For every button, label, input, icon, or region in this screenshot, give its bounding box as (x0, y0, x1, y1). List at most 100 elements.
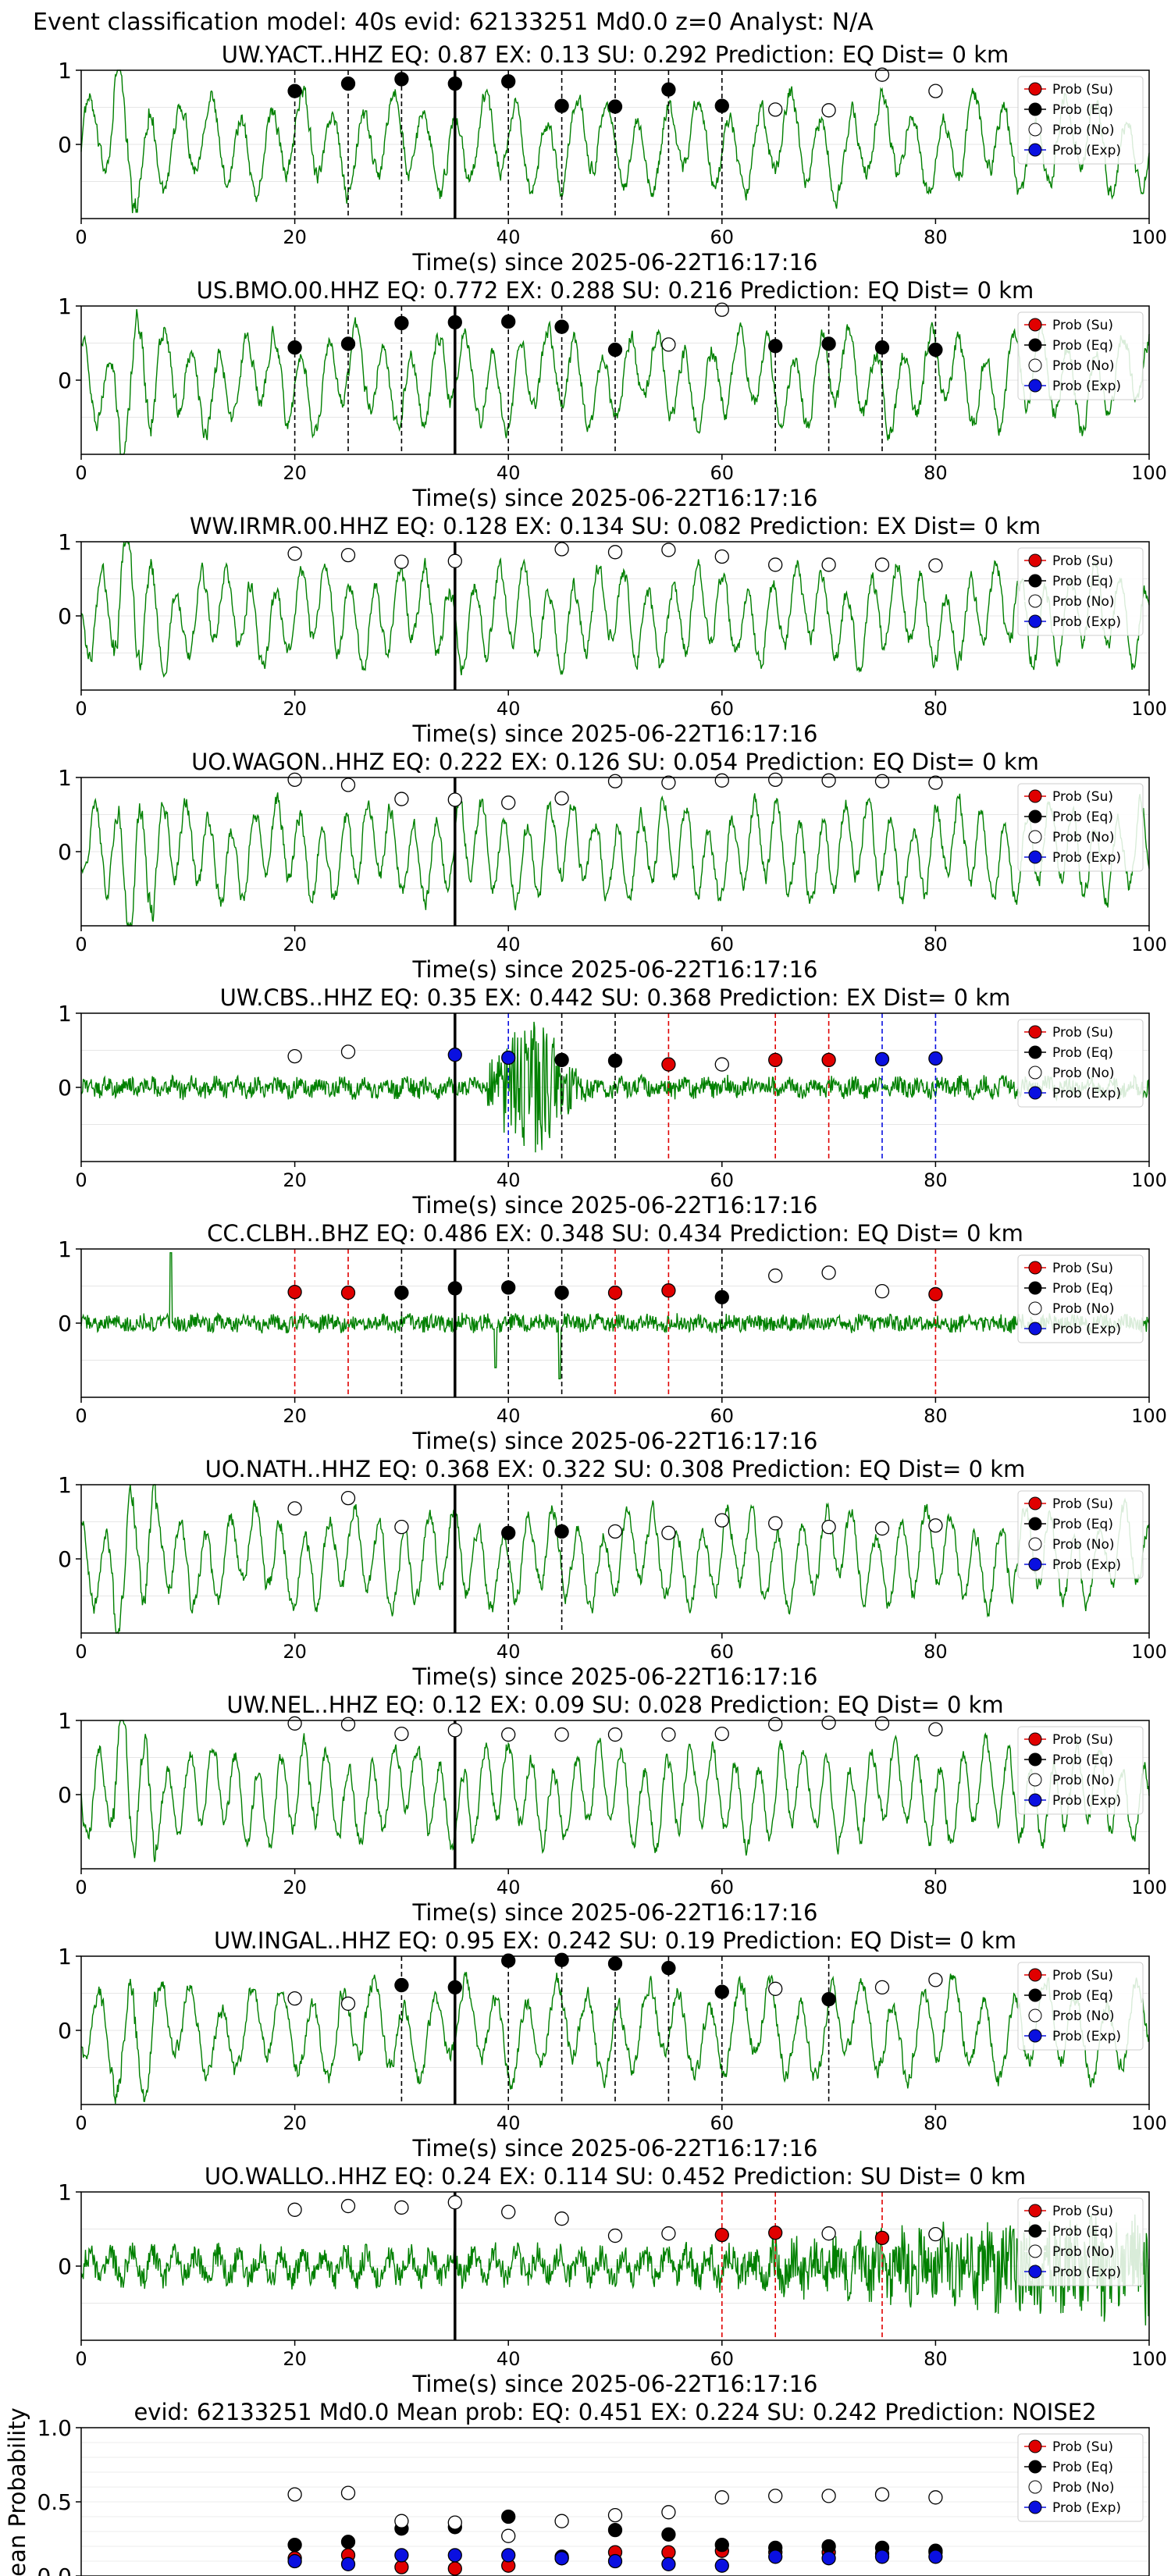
x-tick-label: 20 (283, 934, 307, 955)
prob-marker-no (394, 1726, 409, 1742)
legend: Prob (Su) Prob (Eq) Prob (No) Prob (Exp) (1017, 1490, 1144, 1579)
mean-prob-point-no (607, 2507, 623, 2523)
legend-label: Prob (Eq) (1052, 2460, 1113, 2475)
prob-marker-eq (607, 1053, 623, 1068)
mean-prob-point-eq (607, 2522, 623, 2538)
legend-box (1017, 311, 1144, 400)
x-axis-label: Time(s) since 2025-06-22T16:17:16 (412, 1899, 818, 1926)
legend-box (1017, 547, 1144, 636)
prob-marker-no (821, 103, 836, 118)
x-tick-label: 80 (924, 2348, 948, 2370)
panel-1: 0 20 40 60 80 100 0 1 Prob (Su) Prob (Eq) Prob (No… (58, 41, 1167, 276)
prob-marker-no (501, 2204, 516, 2219)
mean-prob-point-eq (501, 2509, 516, 2524)
legend-marker-su (1028, 2204, 1042, 2218)
legend-marker-no (1028, 1066, 1042, 1080)
prob-marker-no (714, 302, 729, 317)
legend-label: Prob (No) (1052, 123, 1115, 138)
x-tick-label: 60 (710, 2112, 735, 2134)
prob-marker-no (340, 547, 356, 563)
legend-label: Prob (No) (1052, 1301, 1115, 1317)
prob-marker-no (928, 1518, 943, 1533)
prob-marker-exp (501, 1050, 516, 1066)
x-tick-label: 60 (710, 1169, 735, 1191)
prob-marker-no (447, 553, 462, 568)
prob-marker-no (928, 1722, 943, 1737)
panel-title: US.BMO.00.HHZ EQ: 0.772 EX: 0.288 SU: 0.… (197, 277, 1034, 304)
x-axis-label: Time(s) since 2025-06-22T16:17:16 (412, 1192, 818, 1219)
prob-marker-no (768, 557, 783, 572)
prob-marker-eq (661, 1961, 676, 1976)
mean-prob-point-exp (447, 2548, 462, 2563)
x-tick-label: 0 (75, 1877, 87, 1898)
prob-marker-su (287, 1284, 302, 1300)
legend-marker-su (1028, 82, 1042, 96)
x-tick-label: 80 (924, 2112, 948, 2134)
legend-marker-eq (1028, 809, 1042, 824)
legend-label: Prob (Eq) (1052, 338, 1113, 354)
legend-marker-eq (1028, 1045, 1042, 1059)
y-tick-label: 1 (58, 294, 72, 319)
x-tick-label: 60 (710, 1641, 735, 1663)
prob-marker-no (661, 775, 676, 790)
x-tick-label: 80 (924, 934, 948, 955)
x-tick-label: 40 (497, 226, 521, 248)
x-axis-label: Time(s) since 2025-06-22T16:17:16 (412, 1428, 818, 1454)
panel-4: 0 20 40 60 80 100 0 1 Prob (Su) Prob (Eq) Prob (No… (58, 749, 1167, 983)
legend-box (1017, 76, 1144, 165)
x-tick-label: 80 (924, 698, 948, 720)
panel-title: WW.IRMR.00.HHZ EQ: 0.128 EX: 0.134 SU: 0… (190, 513, 1041, 539)
x-tick-label: 0 (75, 1169, 87, 1191)
prob-marker-no (768, 772, 783, 787)
waveform-trace (80, 69, 1150, 214)
prob-marker-no (287, 1501, 302, 1516)
y-tick-label: 1 (58, 765, 72, 791)
mean-prob-point-exp (287, 2553, 302, 2569)
mean-prob-point-no (874, 2487, 890, 2502)
legend-label: Prob (Exp) (1052, 1322, 1121, 1337)
prob-marker-no (874, 1521, 890, 1536)
legend-label: Prob (Su) (1052, 2439, 1113, 2455)
y-tick-label: 1 (58, 2179, 72, 2205)
prob-marker-no (394, 1520, 409, 1535)
x-tick-label: 60 (710, 226, 735, 248)
legend-marker-no (1028, 2008, 1042, 2023)
y-tick-label: 0 (58, 603, 72, 629)
prob-marker-exp (928, 1051, 943, 1066)
panel-title: evid: 62133251 Md0.0 Mean prob: EQ: 0.45… (133, 2399, 1096, 2425)
legend-marker-exp (1028, 614, 1042, 628)
prob-marker-su (661, 1283, 676, 1298)
prob-marker-eq (554, 1524, 569, 1539)
prob-marker-no (554, 1727, 569, 1742)
panel-title: UO.WAGON..HHZ EQ: 0.222 EX: 0.126 SU: 0.… (191, 749, 1039, 775)
x-tick-label: 60 (710, 2348, 735, 2370)
prob-marker-su (768, 1052, 783, 1067)
panel-title: UW.YACT..HHZ EQ: 0.87 EX: 0.13 SU: 0.292… (222, 41, 1009, 68)
prob-marker-no (447, 1723, 462, 1738)
legend-label: Prob (Su) (1052, 1261, 1113, 1276)
prob-marker-no (714, 773, 729, 788)
y-tick-label: 1 (58, 1236, 72, 1262)
mean-prob-point-exp (821, 2551, 836, 2566)
panel-title: CC.CLBH..BHZ EQ: 0.486 EX: 0.348 SU: 0.4… (207, 1220, 1023, 1247)
panel-9: 0 20 40 60 80 100 0 1 Prob (Su) Prob (Eq) Prob (No… (58, 1927, 1167, 2161)
mean-prob-point-su (447, 2561, 462, 2576)
legend-label: Prob (Su) (1052, 1732, 1113, 1748)
y-tick-label: 0 (58, 368, 72, 393)
prob-marker-no (607, 1524, 623, 1539)
y-tick-label: 0 (58, 2018, 72, 2044)
legend-label: Prob (No) (1052, 830, 1115, 845)
legend-label: Prob (Eq) (1052, 1281, 1113, 1297)
prob-marker-exp (447, 1048, 462, 1062)
legend-label: Prob (Su) (1052, 553, 1113, 569)
legend-label: Prob (No) (1052, 1773, 1115, 1788)
x-axis-label: Time(s) since 2025-06-22T16:17:16 (412, 956, 818, 983)
x-tick-label: 60 (710, 934, 735, 955)
prob-marker-no (874, 1284, 890, 1299)
prob-marker-no (554, 791, 569, 806)
legend-label: Prob (Exp) (1052, 1793, 1121, 1809)
legend-marker-no (1028, 1537, 1042, 1551)
mean-prob-point-no (554, 2514, 569, 2528)
prob-marker-eq (447, 76, 462, 91)
y-tick-label: 0 (58, 2254, 72, 2279)
